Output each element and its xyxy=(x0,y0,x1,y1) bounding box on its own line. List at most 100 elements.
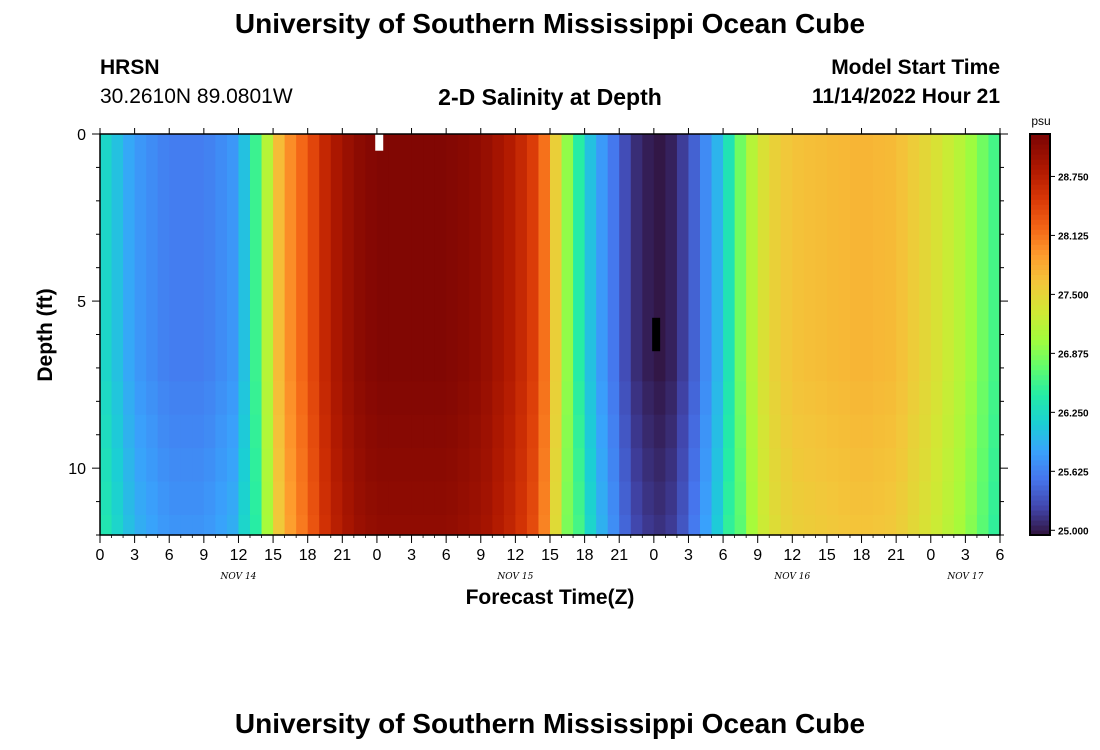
heatmap-cell xyxy=(942,448,955,483)
heatmap-cell xyxy=(976,414,990,449)
heatmap-cell xyxy=(826,481,840,516)
heatmap-cell xyxy=(423,448,436,483)
heatmap-cell xyxy=(746,134,759,382)
heatmap-cell xyxy=(619,514,632,536)
colorbar-segment xyxy=(1030,474,1050,481)
heatmap-cell xyxy=(469,134,482,382)
heatmap-cell xyxy=(469,448,482,483)
colorbar-segment xyxy=(1030,159,1050,165)
heatmap-cell xyxy=(203,414,216,449)
heatmap-cell xyxy=(111,514,124,536)
heatmap-cell xyxy=(342,414,355,449)
heatmap-cell xyxy=(307,414,320,449)
heatmap-cell xyxy=(896,514,909,536)
heatmap-cell xyxy=(526,481,540,516)
colorbar-segment xyxy=(1030,484,1050,491)
heatmap-cell xyxy=(434,481,447,516)
colorbar-tick-label: 26.875 xyxy=(1058,349,1089,360)
heatmap-cell xyxy=(400,448,413,483)
station-id: HRSN xyxy=(100,56,160,79)
heatmap-cell xyxy=(192,414,205,449)
heatmap-cell xyxy=(550,414,563,449)
heatmap-cell xyxy=(792,448,805,483)
colorbar-segment xyxy=(1030,364,1050,371)
heatmap-cell xyxy=(180,381,193,416)
heatmap-cell xyxy=(203,448,216,483)
heatmap-cell xyxy=(792,414,805,449)
heatmap-cell xyxy=(273,481,286,516)
colorbar-segment xyxy=(1030,479,1050,486)
heatmap-cell xyxy=(838,481,851,516)
x-tick-label: 0 xyxy=(649,547,658,564)
heatmap-cell xyxy=(653,481,666,516)
heatmap-marker xyxy=(375,134,384,151)
heatmap-cell xyxy=(792,381,805,416)
heatmap-cell xyxy=(134,481,147,516)
heatmap-cell xyxy=(192,134,205,382)
heatmap-cell xyxy=(642,134,655,382)
x-tick-label: 9 xyxy=(753,547,762,564)
heatmap-cell xyxy=(434,381,447,416)
heatmap-cell xyxy=(157,134,170,382)
heatmap-cell xyxy=(100,481,113,516)
heatmap-cell xyxy=(653,448,666,483)
heatmap-cell xyxy=(884,448,897,483)
heatmap-cell xyxy=(330,448,343,483)
day-label: NOV 14 xyxy=(220,572,257,582)
heatmap-cell xyxy=(423,134,436,382)
heatmap-cell xyxy=(330,134,343,382)
heatmap-cell xyxy=(896,481,909,516)
colorbar-segment xyxy=(1030,219,1050,225)
heatmap-cell xyxy=(446,134,459,382)
heatmap-cell xyxy=(111,381,124,416)
heatmap-cell xyxy=(134,414,147,449)
heatmap-cell xyxy=(884,481,897,516)
heatmap-cell xyxy=(965,414,978,449)
heatmap-cell xyxy=(850,134,863,382)
heatmap-cell xyxy=(273,448,286,483)
heatmap-cell xyxy=(850,448,863,483)
heatmap-cell xyxy=(180,514,193,536)
heatmap-cell xyxy=(815,381,828,416)
heatmap-cell xyxy=(757,381,770,416)
colorbar-segment xyxy=(1030,454,1050,461)
colorbar-segment xyxy=(1030,339,1050,346)
colorbar-segment xyxy=(1030,384,1050,391)
heatmap-cell xyxy=(273,514,286,536)
colorbar-segment xyxy=(1030,509,1050,516)
x-tick-label: 21 xyxy=(610,547,628,564)
heatmap-cell xyxy=(573,448,586,483)
chart-subtitle: 2-D Salinity at Depth xyxy=(438,84,662,110)
colorbar-tick-label: 25.625 xyxy=(1058,467,1089,478)
heatmap-cell xyxy=(665,414,678,449)
colorbar-segment xyxy=(1030,184,1050,190)
heatmap-cell xyxy=(930,514,943,536)
heatmap-cell xyxy=(734,414,747,449)
heatmap-cell xyxy=(319,481,332,516)
colorbar-segment xyxy=(1030,524,1050,531)
heatmap-cell xyxy=(573,481,586,516)
heatmap-cell xyxy=(411,381,424,416)
y-tick-label: 0 xyxy=(77,127,86,144)
heatmap-cells xyxy=(100,134,1001,536)
heatmap-cell xyxy=(400,134,413,382)
colorbar-segment xyxy=(1030,269,1050,275)
heatmap-cell xyxy=(965,134,978,382)
x-tick-label: 9 xyxy=(199,547,208,564)
model-start-value: 11/14/2022 Hour 21 xyxy=(812,85,1000,108)
heatmap-cell xyxy=(480,481,493,516)
heatmap-cell xyxy=(988,381,1001,416)
heatmap-cell xyxy=(965,514,978,536)
heatmap-cell xyxy=(815,481,828,516)
x-tick-label: 18 xyxy=(853,547,871,564)
colorbar-segment xyxy=(1030,459,1050,466)
colorbar-segment xyxy=(1030,289,1050,295)
heatmap-cell xyxy=(307,514,320,536)
heatmap-cell xyxy=(538,448,551,483)
heatmap-cell xyxy=(526,381,540,416)
heatmap-cell xyxy=(953,448,966,483)
heatmap-cell xyxy=(261,481,274,516)
heatmap-cell xyxy=(665,134,678,382)
heatmap-cell xyxy=(803,381,816,416)
heatmap-cell xyxy=(273,381,286,416)
